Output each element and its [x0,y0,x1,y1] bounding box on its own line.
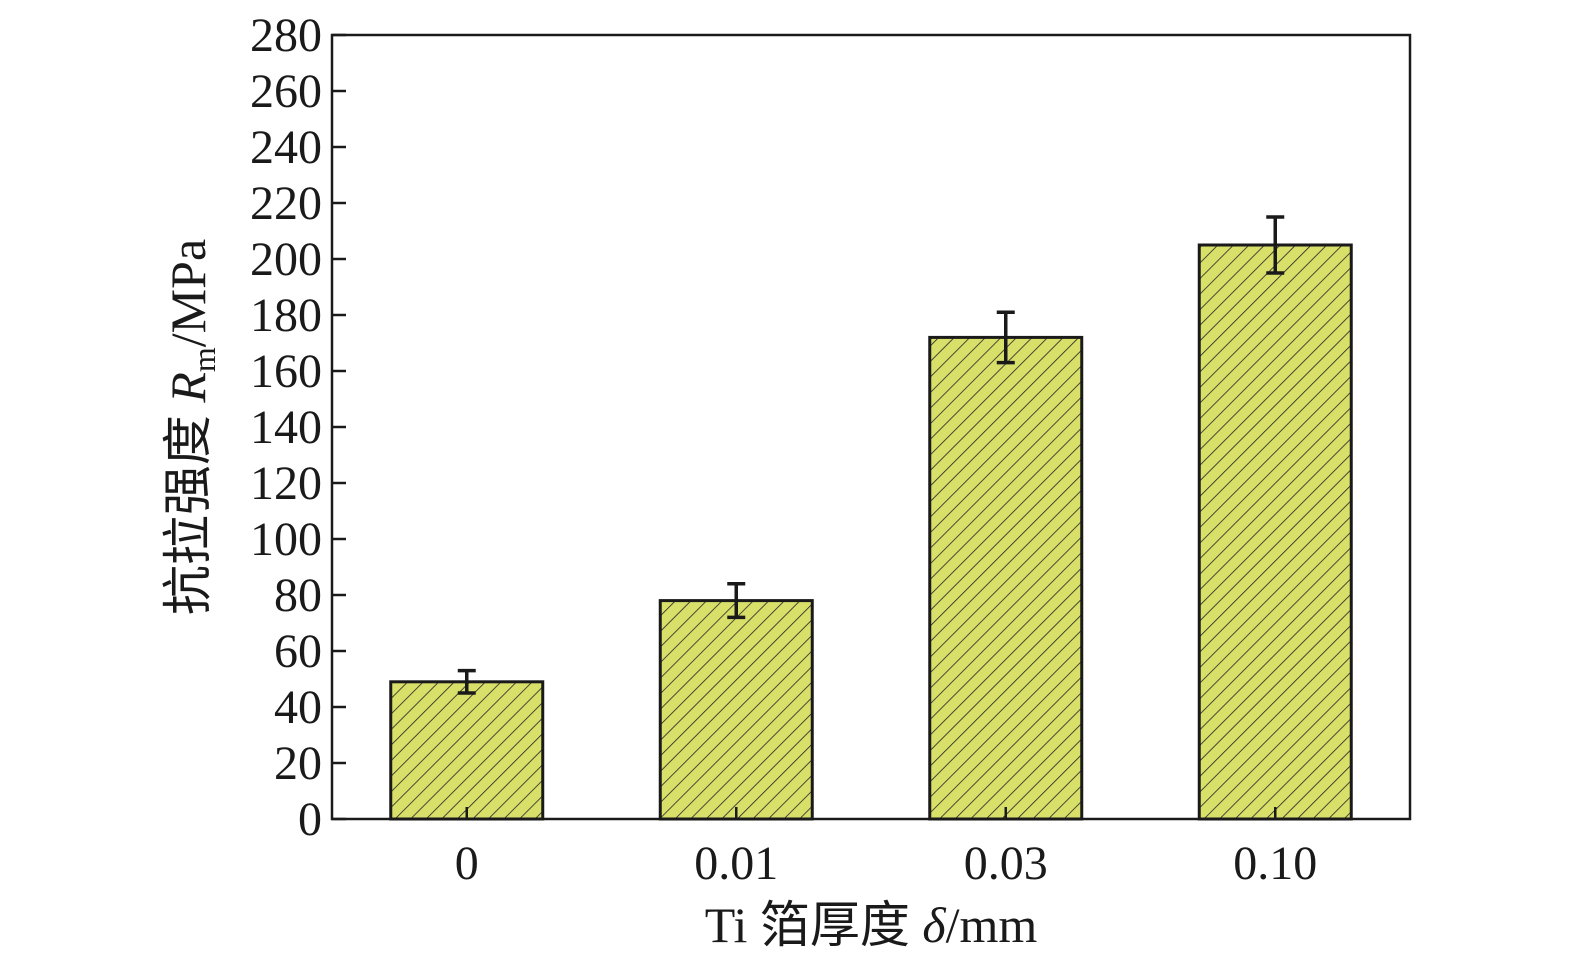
x-tick-label: 0.01 [694,837,778,890]
x-axis-ticks: 0 0.01 0.03 0.10 [455,807,1317,890]
y-tick-label: 80 [274,569,322,622]
x-tick-label: 0.03 [964,837,1048,890]
y-axis-title: 抗拉强度 Rm/MPa [160,239,222,615]
y-tick-label: 20 [274,737,322,790]
bars-group [389,243,1353,821]
bar-0.01 [658,599,814,821]
error-bar-0.03 [996,310,1015,365]
y-tick-label: 180 [250,289,322,342]
error-bar-0.01 [727,582,746,620]
y-tick-label: 0 [298,793,322,846]
y-tick-label: 260 [250,65,322,118]
y-tick-label: 240 [250,121,322,174]
y-tick-label: 100 [250,513,322,566]
x-axis-title: Ti 箔厚度 δ/mm [705,897,1038,953]
bar-0.10 [1197,243,1353,821]
y-tick-label: 200 [250,233,322,286]
y-tick-label: 40 [274,681,322,734]
y-tick-label: 160 [250,345,322,398]
x-tick-label: 0.10 [1233,837,1317,890]
x-tick-label: 0 [455,837,479,890]
y-tick-label: 220 [250,177,322,230]
bar-0 [389,680,545,821]
bar-0.03 [928,335,1084,821]
y-tick-label: 60 [274,625,322,678]
error-bar-0 [457,668,476,695]
y-tick-label: 280 [250,9,322,62]
y-tick-label: 140 [250,401,322,454]
y-tick-label: 120 [250,457,322,510]
error-bars-group [457,215,1285,695]
error-bar-0.10 [1266,215,1285,275]
